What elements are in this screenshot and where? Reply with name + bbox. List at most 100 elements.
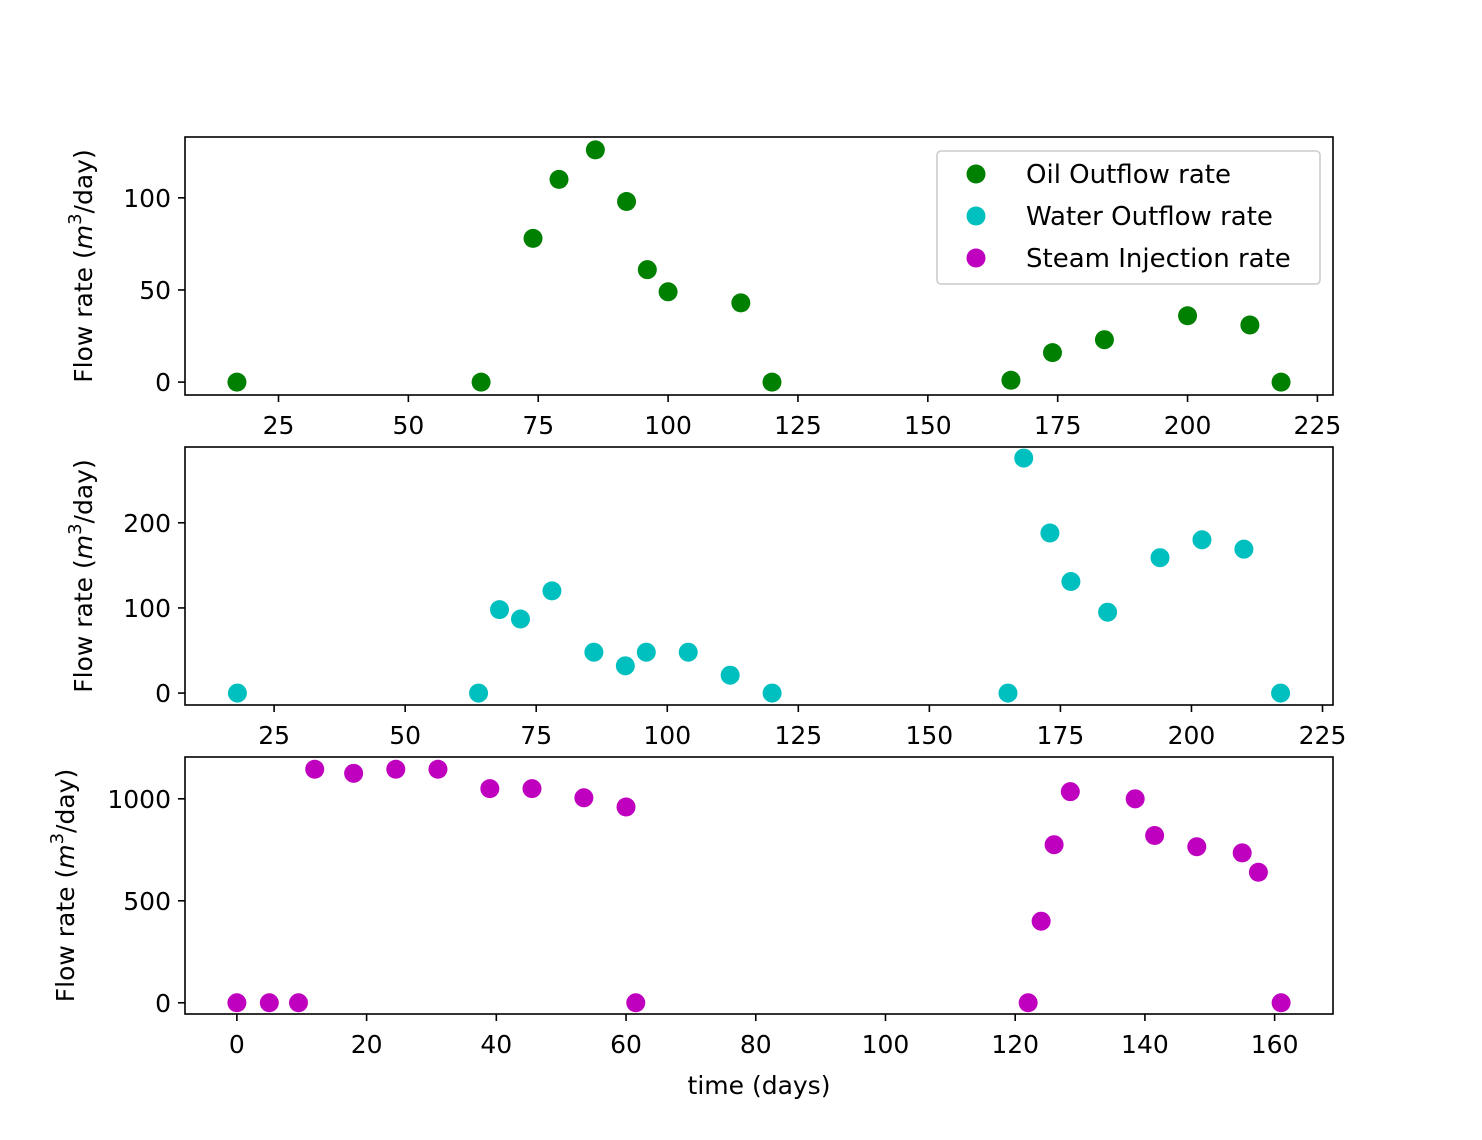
data-point (617, 192, 637, 211)
data-point (615, 656, 635, 676)
data-point (469, 683, 489, 703)
x-tick-label: 125 (774, 721, 822, 750)
panel-1: 25 50 75 100 125 150 175 200 225 0 50 100 Flow rate … (65, 136, 1342, 440)
data-point (762, 683, 782, 703)
y-axis-label: Flow rate (m3/day) (65, 459, 98, 692)
data-point (1018, 993, 1038, 1013)
data-point (1150, 548, 1170, 568)
y-tick-label: 0 (155, 989, 171, 1018)
x-tick-label: 175 (1037, 721, 1085, 750)
data-point (480, 779, 500, 799)
data-point (428, 759, 448, 779)
data-point (1187, 837, 1207, 857)
data-point (1271, 372, 1291, 392)
x-tick-label: 150 (906, 721, 954, 750)
legend-box (936, 150, 1321, 285)
data-point (471, 372, 491, 392)
data-point (510, 609, 530, 629)
data-point (1001, 370, 1021, 390)
y-axis-label: Flow rate (m3/day) (65, 149, 98, 382)
x-tick-label: 80 (740, 1030, 772, 1059)
data-point (549, 169, 569, 189)
data-point (227, 372, 247, 392)
data-point (523, 228, 543, 248)
x-tick-label: 60 (610, 1030, 642, 1059)
x-tick-label: 25 (263, 411, 295, 440)
data-point (731, 293, 751, 313)
legend-label: Oil Outflow rate (1026, 160, 1231, 190)
data-point (574, 788, 594, 808)
data-point (259, 993, 279, 1013)
x-tick-label: 200 (1164, 411, 1212, 440)
data-point (1040, 523, 1060, 543)
x-axis-label: time (days) (688, 1071, 831, 1100)
data-point (678, 642, 698, 662)
x-tick-label: 150 (904, 411, 952, 440)
data-point (490, 600, 510, 620)
data-point (522, 779, 542, 799)
data-point (762, 372, 782, 392)
panel-3: 0 20 40 60 80 100 120 140 160 0 500 1000 Flow rate (… (47, 756, 1334, 1100)
data-point (1178, 306, 1198, 326)
legend-label: Water Outflow rate (1026, 202, 1273, 232)
data-point (386, 759, 406, 779)
data-point (1042, 343, 1062, 363)
data-point (1094, 330, 1114, 350)
x-tick-label: 125 (774, 411, 822, 440)
data-point (1234, 539, 1254, 559)
data-point (585, 140, 605, 160)
x-tick-label: 100 (644, 411, 692, 440)
data-point (637, 260, 657, 280)
x-tick-label: 100 (862, 1030, 910, 1059)
x-tick-label: 140 (1121, 1030, 1169, 1059)
x-tick-label: 25 (258, 721, 290, 750)
x-tick-label: 225 (1294, 411, 1342, 440)
x-tick-label: 100 (643, 721, 691, 750)
data-point (1014, 448, 1034, 468)
data-point (227, 683, 247, 703)
data-point (636, 642, 656, 662)
data-point (658, 282, 678, 302)
legend-marker (966, 206, 986, 226)
data-point (720, 665, 740, 685)
data-point (1271, 683, 1291, 703)
axes-frame (184, 136, 1334, 396)
data-point (1125, 789, 1145, 809)
x-tick-label: 160 (1251, 1030, 1299, 1059)
data-point (998, 683, 1018, 703)
axes-frame (184, 446, 1334, 706)
data-point (1060, 782, 1080, 802)
x-tick-label: 75 (522, 411, 554, 440)
legend-label: Steam Injection rate (1026, 244, 1291, 274)
data-point (1145, 826, 1165, 846)
x-tick-label: 120 (991, 1030, 1039, 1059)
data-point (1271, 993, 1291, 1013)
data-point (305, 759, 325, 779)
y-tick-label: 0 (155, 679, 171, 708)
legend-marker (966, 248, 986, 268)
y-tick-label: 100 (123, 184, 171, 213)
data-point (584, 642, 604, 662)
data-point (1232, 843, 1252, 863)
data-point (1044, 835, 1064, 855)
x-tick-label: 50 (389, 721, 421, 750)
data-point (616, 797, 636, 817)
legend-marker (966, 164, 986, 184)
y-tick-label: 50 (139, 276, 171, 305)
data-point (227, 993, 247, 1013)
x-tick-label: 40 (480, 1030, 512, 1059)
y-tick-label: 500 (123, 887, 171, 916)
x-tick-label: 200 (1168, 721, 1216, 750)
y-tick-label: 0 (155, 368, 171, 397)
y-tick-label: 200 (123, 509, 171, 538)
x-tick-label: 50 (392, 411, 424, 440)
x-tick-label: 75 (520, 721, 552, 750)
data-point (289, 993, 309, 1013)
axes-frame (184, 756, 1334, 1015)
x-tick-label: 0 (229, 1030, 245, 1059)
data-point (1031, 911, 1051, 931)
x-tick-label: 20 (351, 1030, 383, 1059)
data-point (1248, 862, 1268, 882)
